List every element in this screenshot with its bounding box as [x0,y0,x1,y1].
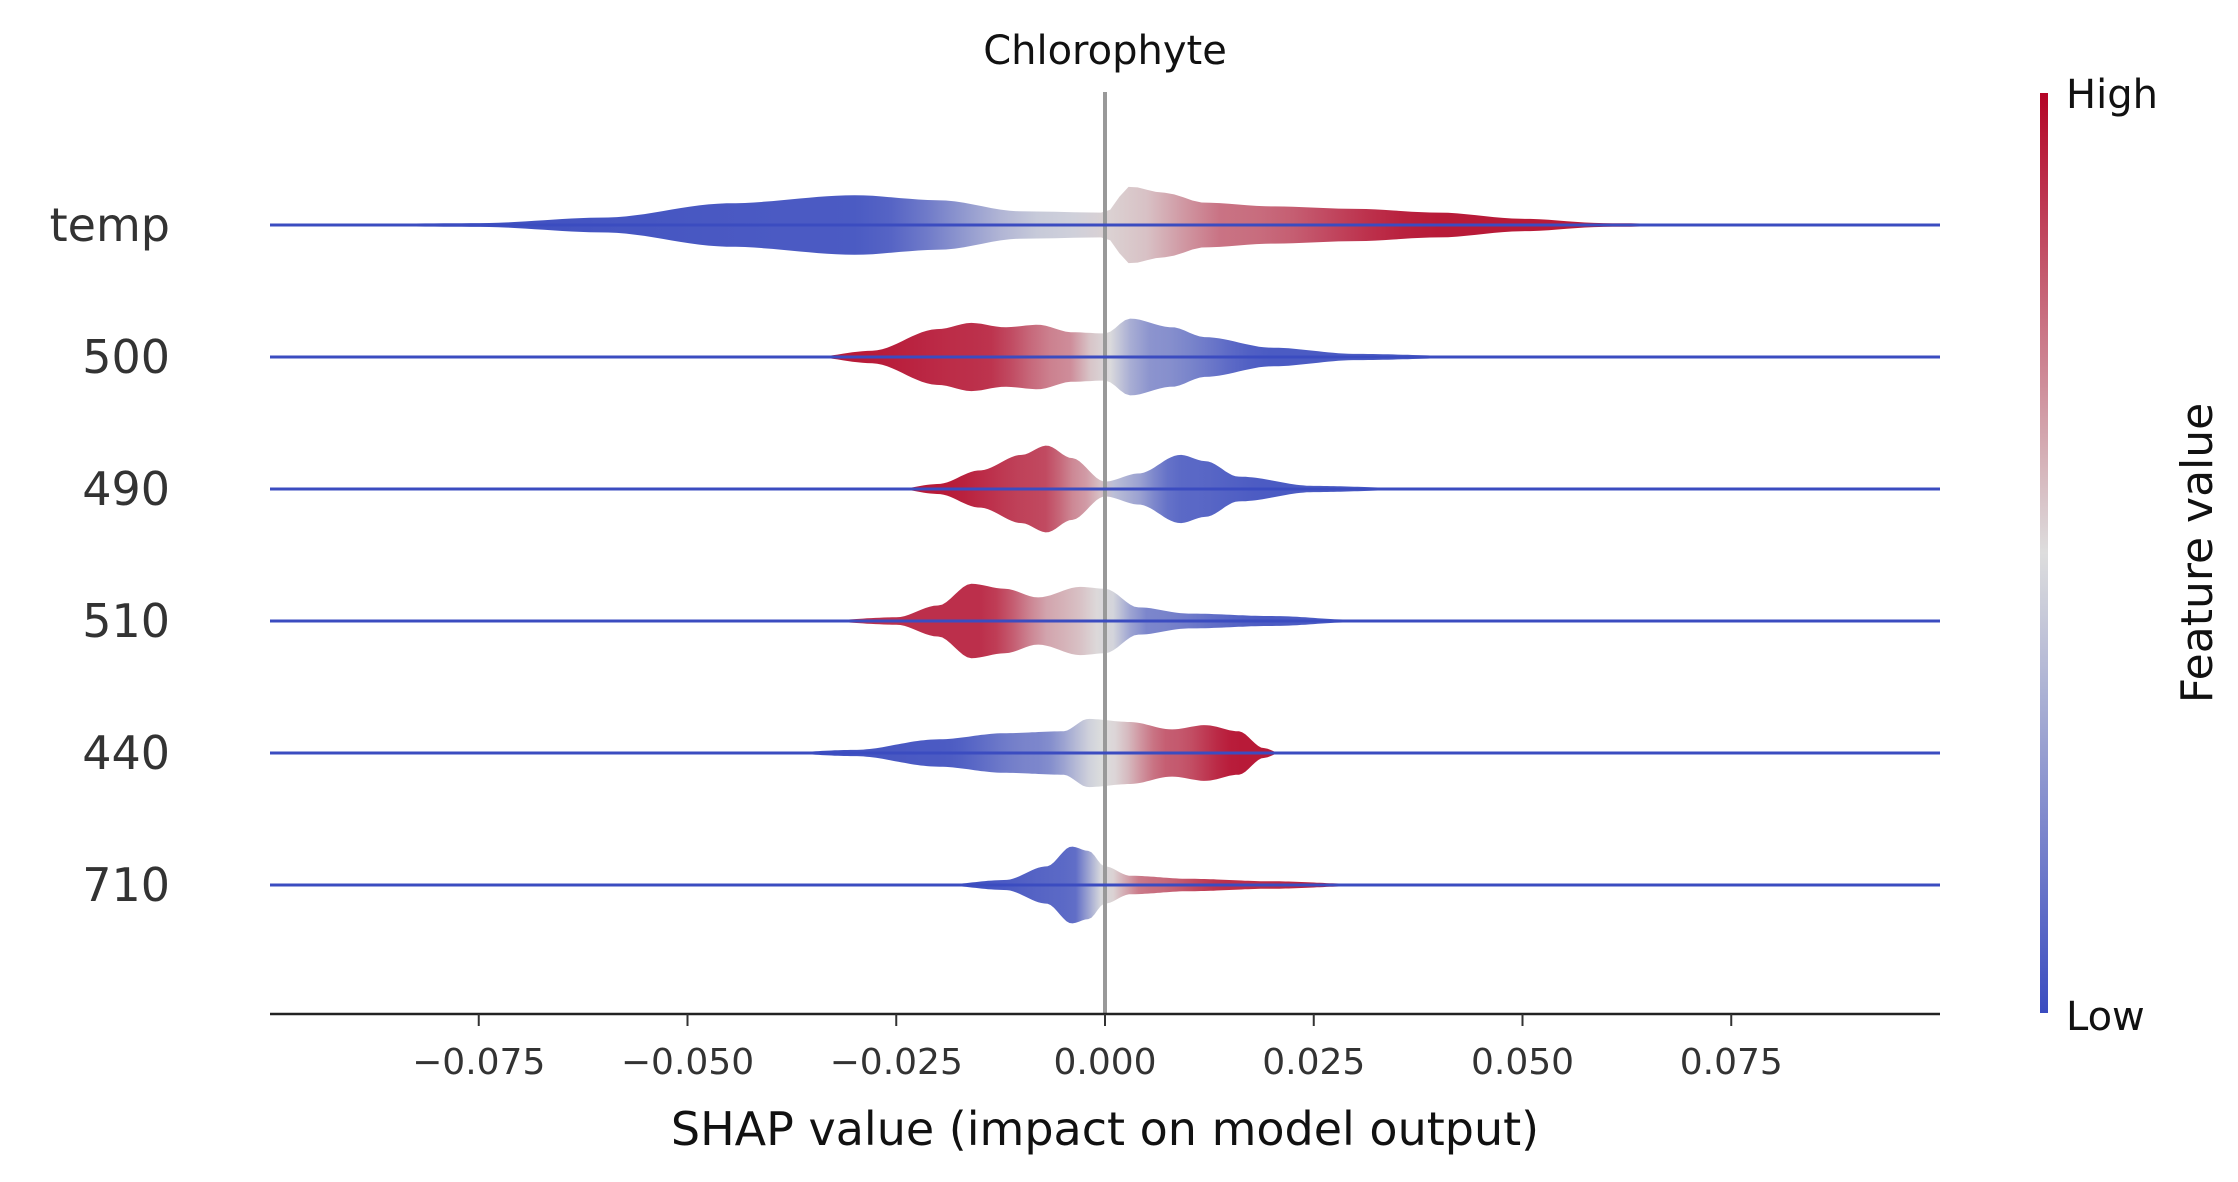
colorbar-title: Feature value [2172,403,2223,703]
x-tick-label: 0.025 [1262,1042,1365,1083]
feature-labels: temp 500 490 510 440 710 [50,198,170,912]
x-axis-label: SHAP value (impact on model output) [671,1102,1539,1156]
x-tick-label: 0.000 [1053,1042,1156,1083]
colorbar [2040,93,2048,1013]
feature-baselines [270,223,1940,887]
x-axis-ticks: −0.075 −0.050 −0.025 0.000 0.025 0.050 0.075 [412,1014,1783,1083]
colorbar-low-label: Low [2066,994,2145,1040]
feature-label-710: 710 [82,858,170,912]
plot-area [270,186,1732,924]
feature-label-500: 500 [82,330,170,384]
feature-label-490: 490 [82,462,170,516]
x-tick-label: 0.075 [1680,1042,1783,1083]
x-tick-label: −0.050 [621,1042,754,1083]
x-tick-label: −0.075 [412,1042,545,1083]
x-tick-label: −0.025 [830,1042,963,1083]
feature-label-440: 440 [82,726,170,780]
feature-label-temp: temp [50,198,170,252]
x-tick-label: 0.050 [1471,1042,1574,1083]
chart-title: Chlorophyte [983,28,1227,74]
feature-label-510: 510 [82,594,170,648]
colorbar-high-label: High [2066,72,2158,118]
